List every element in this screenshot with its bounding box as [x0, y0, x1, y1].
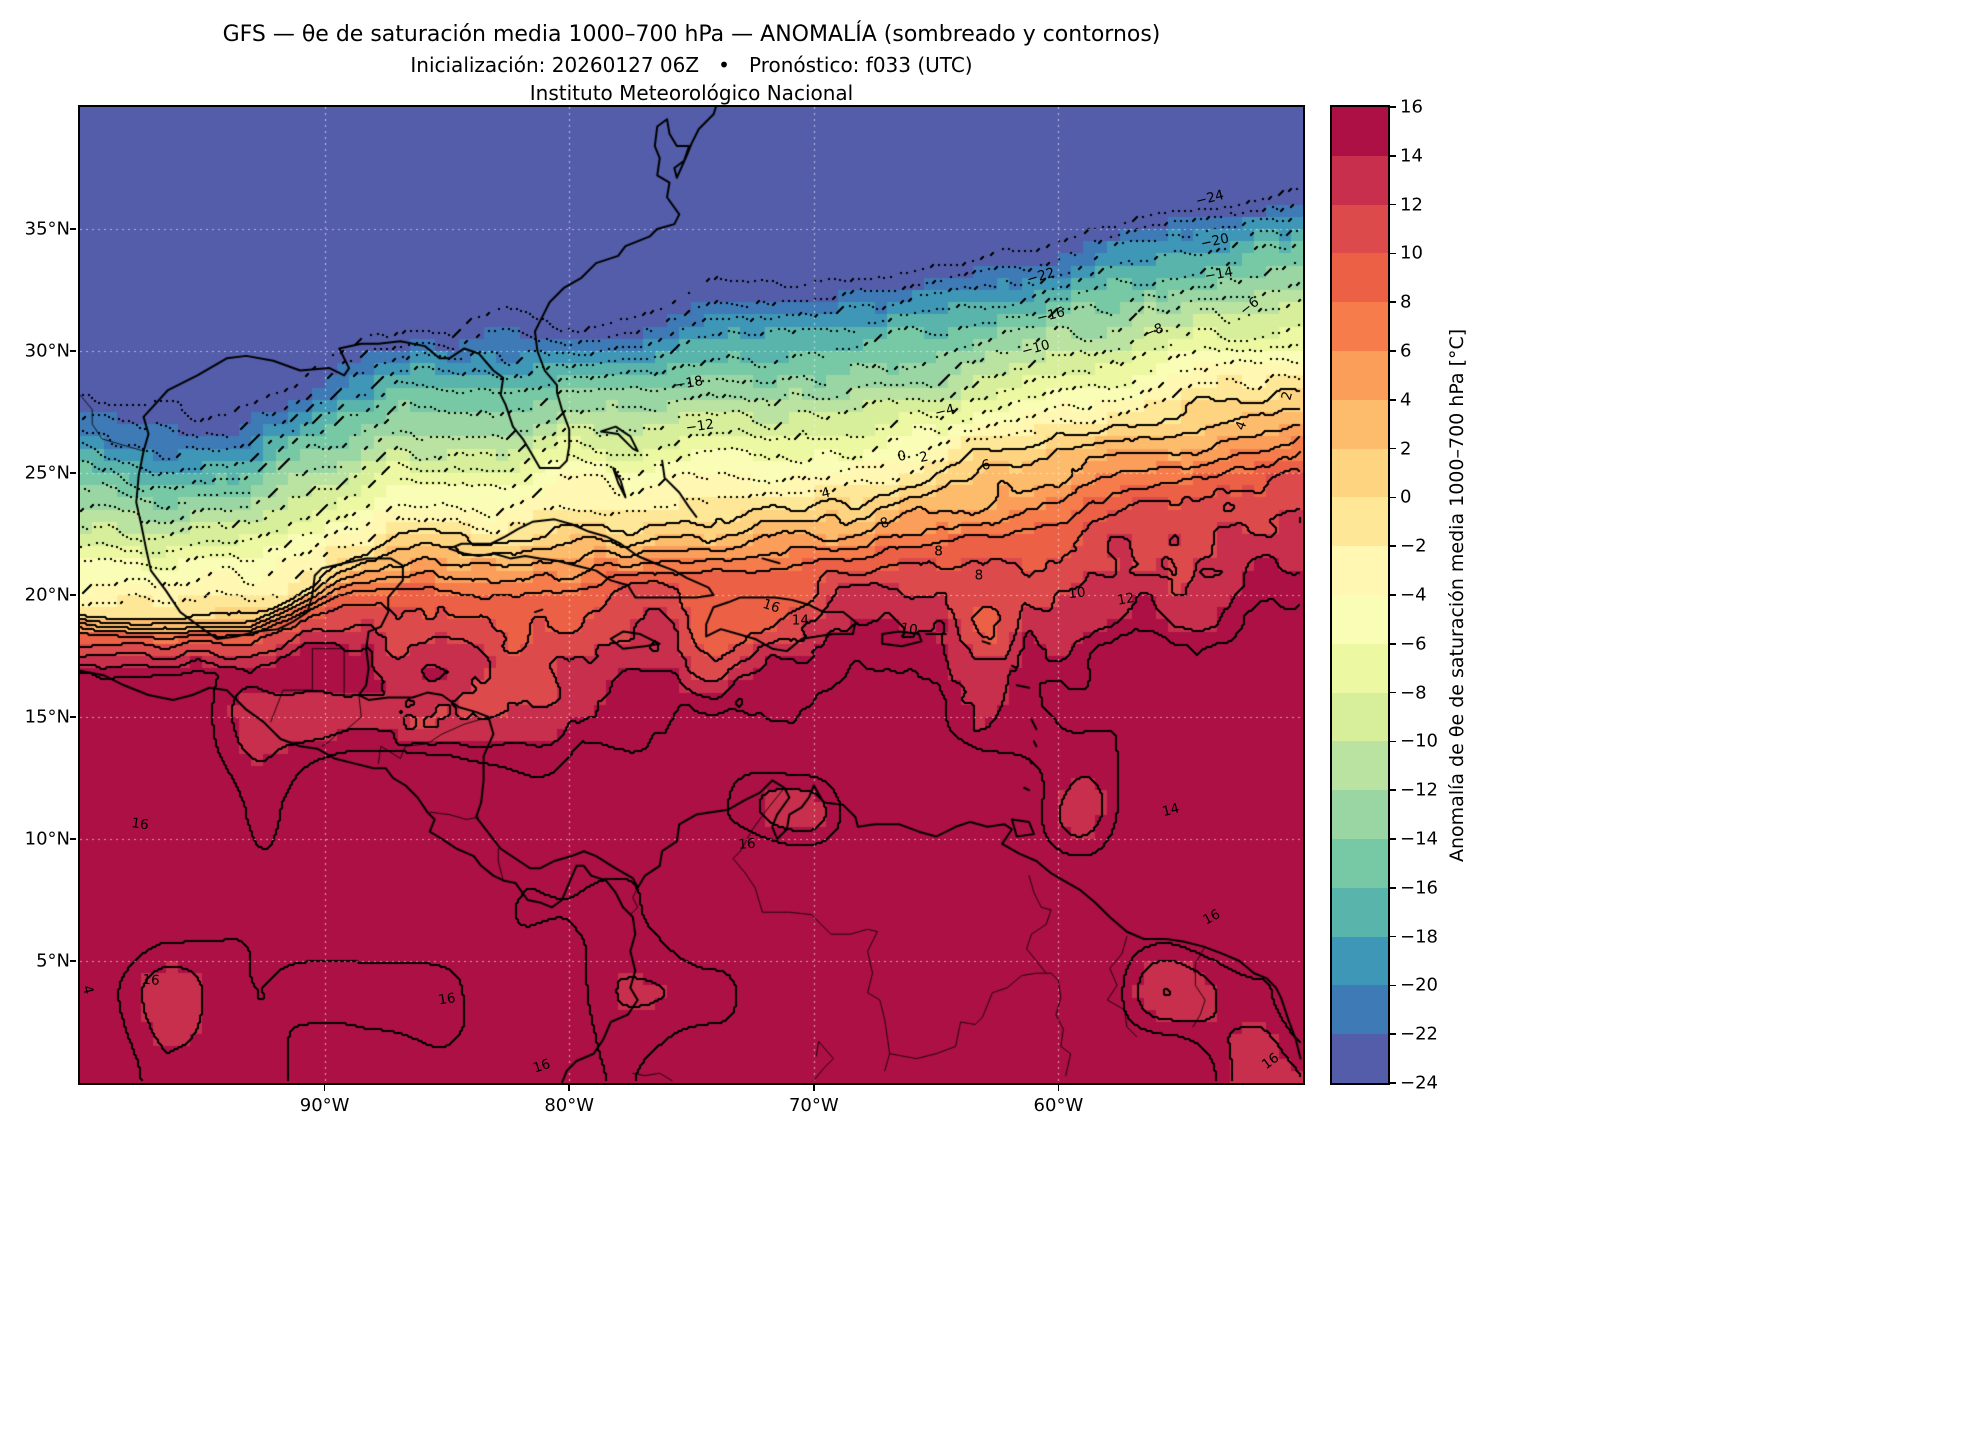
colorbar-tick-label: 14 — [1400, 145, 1423, 167]
y-tick-label: 10°N — [24, 828, 70, 850]
anomaly-map-canvas — [80, 107, 1303, 1083]
chart-title: GFS — θe de saturación media 1000–700 hP… — [222, 22, 1161, 47]
colorbar-tick-label: −18 — [1400, 926, 1438, 948]
colorbar-tick-mark — [1390, 838, 1396, 840]
x-tick-mark — [813, 1085, 815, 1091]
colorbar-cell — [1332, 741, 1388, 791]
colorbar-tick-mark — [1390, 740, 1396, 743]
colorbar-cell — [1332, 546, 1388, 595]
colorbar-label: Anomalía de θe de saturación media 1000–… — [1446, 328, 1468, 862]
colorbar-tick-mark — [1390, 643, 1396, 645]
colorbar-tick-label: 0 — [1400, 486, 1412, 508]
colorbar-cell — [1332, 790, 1388, 839]
colorbar-tick-label: −8 — [1400, 682, 1427, 704]
colorbar-cell — [1332, 204, 1388, 254]
colorbar-cell — [1332, 302, 1388, 351]
colorbar-tick-mark — [1390, 301, 1396, 303]
colorbar-cell — [1332, 448, 1388, 498]
colorbar-tick-label: 8 — [1400, 291, 1412, 313]
colorbar-tick-mark — [1390, 1033, 1396, 1035]
chart-institution: Instituto Meteorológico Nacional — [529, 81, 854, 105]
colorbar — [1332, 107, 1388, 1083]
x-tick-mark — [1057, 1085, 1060, 1091]
colorbar-tick-mark — [1390, 155, 1396, 157]
colorbar-tick-label: −24 — [1400, 1072, 1438, 1094]
y-tick-mark — [70, 838, 76, 840]
y-tick-label: 15°N — [24, 706, 70, 728]
colorbar-tick-mark — [1390, 447, 1396, 450]
colorbar-cell — [1332, 594, 1388, 644]
colorbar-tick-label: 10 — [1400, 242, 1423, 264]
colorbar-tick-mark — [1390, 935, 1396, 938]
colorbar-tick-label: −4 — [1400, 584, 1427, 606]
colorbar-tick-mark — [1390, 545, 1396, 547]
colorbar-cell — [1332, 497, 1388, 547]
colorbar-tick-label: −20 — [1400, 974, 1438, 996]
colorbar-tick-mark — [1390, 106, 1396, 108]
colorbar-tick-label: 4 — [1400, 389, 1412, 411]
colorbar-cell — [1332, 985, 1388, 1035]
colorbar-cell — [1332, 887, 1388, 937]
colorbar-tick-label: 2 — [1400, 438, 1412, 460]
colorbar-tick-mark — [1390, 252, 1396, 255]
colorbar-tick-mark — [1390, 691, 1396, 694]
x-tick-label: 90°W — [299, 1095, 350, 1116]
y-tick-mark — [70, 228, 76, 230]
colorbar-tick-label: 12 — [1400, 194, 1423, 216]
y-tick-mark — [70, 594, 76, 596]
x-tick-label: 80°W — [544, 1095, 595, 1116]
y-tick-mark — [70, 350, 76, 352]
y-tick-label: 35°N — [24, 218, 70, 240]
colorbar-tick-mark — [1390, 1082, 1396, 1084]
colorbar-tick-label: 16 — [1400, 96, 1423, 118]
colorbar-cell — [1332, 1034, 1388, 1083]
colorbar-tick-mark — [1390, 594, 1396, 596]
colorbar-cell — [1332, 692, 1388, 742]
x-tick-mark — [323, 1085, 326, 1091]
x-tick-label: 70°W — [788, 1095, 839, 1116]
colorbar-cell — [1332, 253, 1388, 303]
colorbar-tick-label: −2 — [1400, 535, 1427, 557]
colorbar-tick-label: −12 — [1400, 779, 1438, 801]
colorbar-tick-label: −14 — [1400, 828, 1438, 850]
colorbar-cell — [1332, 838, 1388, 888]
colorbar-tick-mark — [1390, 203, 1396, 206]
colorbar-tick-label: 6 — [1400, 340, 1412, 362]
y-tick-mark — [70, 472, 76, 474]
colorbar-tick-mark — [1390, 789, 1396, 791]
colorbar-tick-label: −10 — [1400, 730, 1438, 752]
chart-subtitle: Inicialización: 20260127 06Z • Pronóstic… — [410, 53, 973, 77]
colorbar-cell — [1332, 107, 1388, 156]
colorbar-cell — [1332, 155, 1388, 205]
colorbar-tick-label: −6 — [1400, 633, 1427, 655]
colorbar-cell — [1332, 936, 1388, 986]
x-tick-mark — [568, 1085, 570, 1091]
y-tick-label: 25°N — [24, 462, 70, 484]
colorbar-tick-mark — [1390, 496, 1396, 499]
y-tick-mark — [70, 960, 76, 962]
x-tick-label: 60°W — [1033, 1095, 1084, 1116]
colorbar-cell — [1332, 350, 1388, 400]
colorbar-cell — [1332, 643, 1388, 693]
colorbar-tick-mark — [1390, 350, 1396, 352]
y-tick-label: 30°N — [24, 340, 70, 362]
colorbar-tick-mark — [1390, 984, 1396, 987]
colorbar-tick-label: −22 — [1400, 1023, 1438, 1045]
colorbar-tick-mark — [1390, 887, 1396, 889]
y-tick-label: 20°N — [24, 584, 70, 606]
colorbar-tick-label: −16 — [1400, 877, 1438, 899]
colorbar-cell — [1332, 399, 1388, 449]
y-tick-label: 5°N — [36, 950, 70, 972]
colorbar-tick-mark — [1390, 399, 1396, 401]
y-tick-mark — [70, 716, 76, 718]
